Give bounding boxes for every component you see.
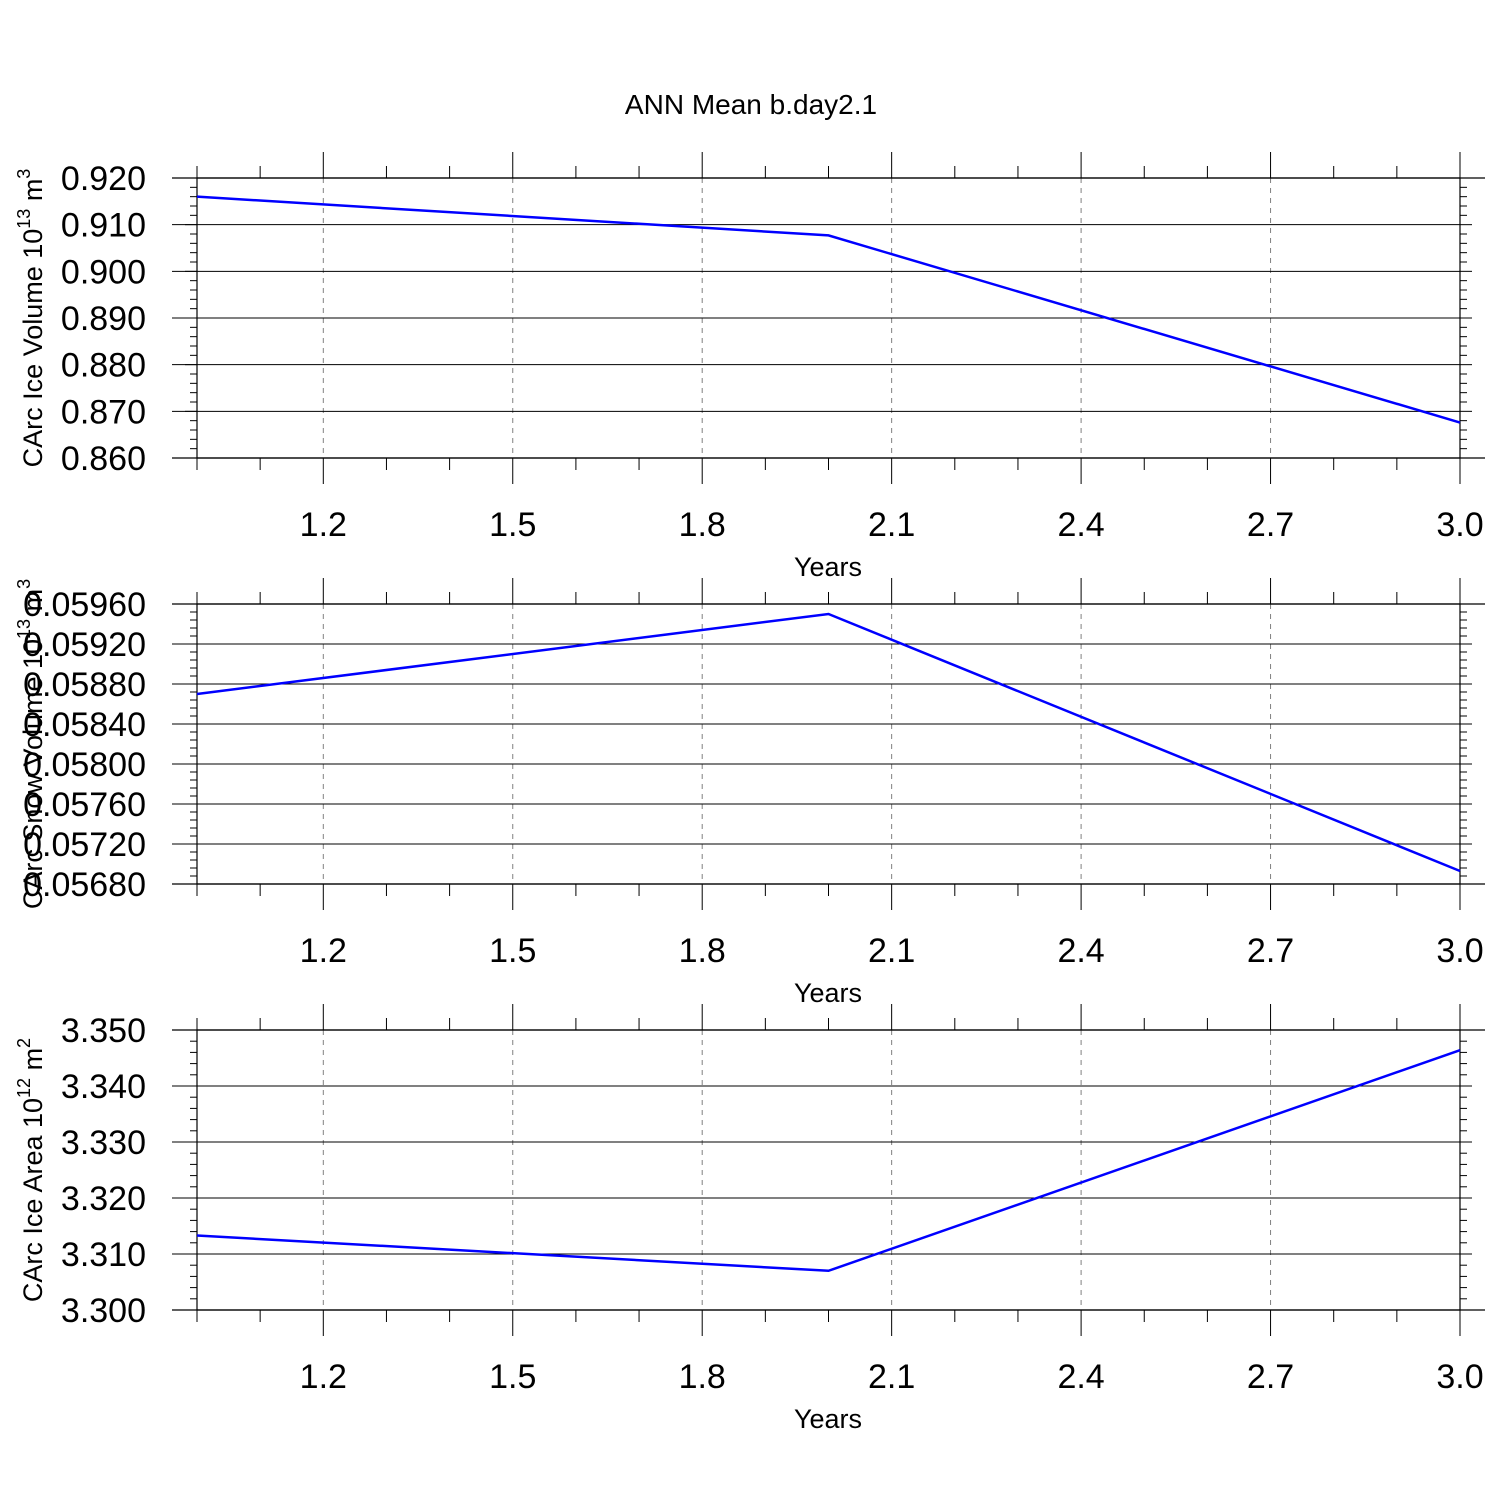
y-tick-label: 3.300 [61, 1292, 146, 1330]
y-axis-title: CArc Ice Area 1012 m2 [14, 1038, 48, 1302]
y-axis-title: CArc Ice Volume 1013 m3 [14, 169, 48, 468]
x-tick-label: 2.4 [1057, 506, 1104, 544]
y-tick-label: 0.05720 [23, 826, 146, 864]
x-tick-label: 3.0 [1436, 506, 1483, 544]
y-axis-title-unit: m [18, 1048, 48, 1078]
x-tick-label: 1.2 [300, 932, 347, 970]
y-tick-label: 0.920 [61, 160, 146, 198]
y-tick-label: 0.05680 [23, 866, 146, 904]
x-tick-label: 2.1 [868, 1358, 915, 1396]
chart-title: ANN Mean b.day2.1 [625, 89, 877, 120]
y-axis-title-main: CArc Snow Volume 10 [18, 639, 48, 909]
x-tick-label: 3.0 [1436, 932, 1483, 970]
y-tick-label: 3.320 [61, 1180, 146, 1218]
x-tick-label: 2.4 [1057, 1358, 1104, 1396]
panel-1: 0.860 0.870 0.880 0.890 0.900 0.910 0.920 1.2 1.… [14, 152, 1485, 582]
y-axis-title-exp: 13 [14, 209, 34, 229]
y-axis-title-unit: m [18, 589, 48, 619]
x-tick-label: 1.2 [300, 506, 347, 544]
y-tick-label: 0.05760 [23, 786, 146, 824]
x-tick-label: 1.8 [679, 506, 726, 544]
x-tick-label: 2.7 [1247, 932, 1294, 970]
y-tick-label: 0.900 [61, 253, 146, 291]
series-line [196, 1048, 1461, 1273]
x-tick-label: 3.0 [1436, 1358, 1483, 1396]
x-tick-label: 1.8 [679, 932, 726, 970]
x-tick-label: 2.1 [868, 506, 915, 544]
x-tick-label: 1.2 [300, 1358, 347, 1396]
y-axis-title-main: CArc Ice Area 10 [18, 1098, 48, 1302]
series-line [196, 195, 1461, 424]
x-tick-label: 1.8 [679, 1358, 726, 1396]
series-line [196, 612, 1461, 873]
x-tick-label: 1.5 [489, 932, 536, 970]
y-tick-label: 3.340 [61, 1068, 146, 1106]
y-tick-label: 0.05960 [23, 586, 146, 624]
y-tick-label: 0.870 [61, 393, 146, 431]
y-tick-label: 0.05840 [23, 706, 146, 744]
x-tick-label: 2.4 [1057, 932, 1104, 970]
x-axis-title: Years [794, 978, 862, 1008]
y-axis-title-unit-exp: 3 [14, 169, 34, 179]
panel-3: 3.300 3.310 3.320 3.330 3.340 3.350 1.2 1.5 1.8 2… [14, 1004, 1485, 1434]
y-tick-label: 3.350 [61, 1012, 146, 1050]
y-tick-label: 0.05800 [23, 746, 146, 784]
y-axis-title-unit-exp: 2 [14, 1038, 34, 1048]
y-tick-label: 3.330 [61, 1124, 146, 1162]
x-tick-label: 1.5 [489, 506, 536, 544]
y-tick-label: 0.05880 [23, 666, 146, 704]
y-tick-label: 0.890 [61, 300, 146, 338]
panel-2: 0.056800.057200.057600.058000.058400.058… [14, 578, 1485, 1008]
x-tick-label: 1.5 [489, 1358, 536, 1396]
x-tick-label: 2.7 [1247, 1358, 1294, 1396]
y-axis-title-exp: 13 [14, 619, 34, 639]
y-tick-label: 0.860 [61, 440, 146, 478]
y-axis-title-unit: m [18, 179, 48, 209]
y-axis-title-main: CArc Ice Volume 10 [18, 229, 48, 468]
y-tick-label: 0.05920 [23, 626, 146, 664]
y-tick-label: 0.880 [61, 347, 146, 385]
y-axis-title-exp: 12 [14, 1078, 34, 1098]
y-tick-label: 3.310 [61, 1236, 146, 1274]
y-axis-title-unit-exp: 3 [14, 579, 34, 589]
x-axis-title: Years [794, 552, 862, 582]
x-tick-label: 2.1 [868, 932, 915, 970]
x-tick-label: 2.7 [1247, 506, 1294, 544]
y-tick-label: 0.910 [61, 207, 146, 245]
x-axis-title: Years [794, 1404, 862, 1434]
y-axis-title: CArc Snow Volume 1013 m3 [14, 579, 48, 909]
